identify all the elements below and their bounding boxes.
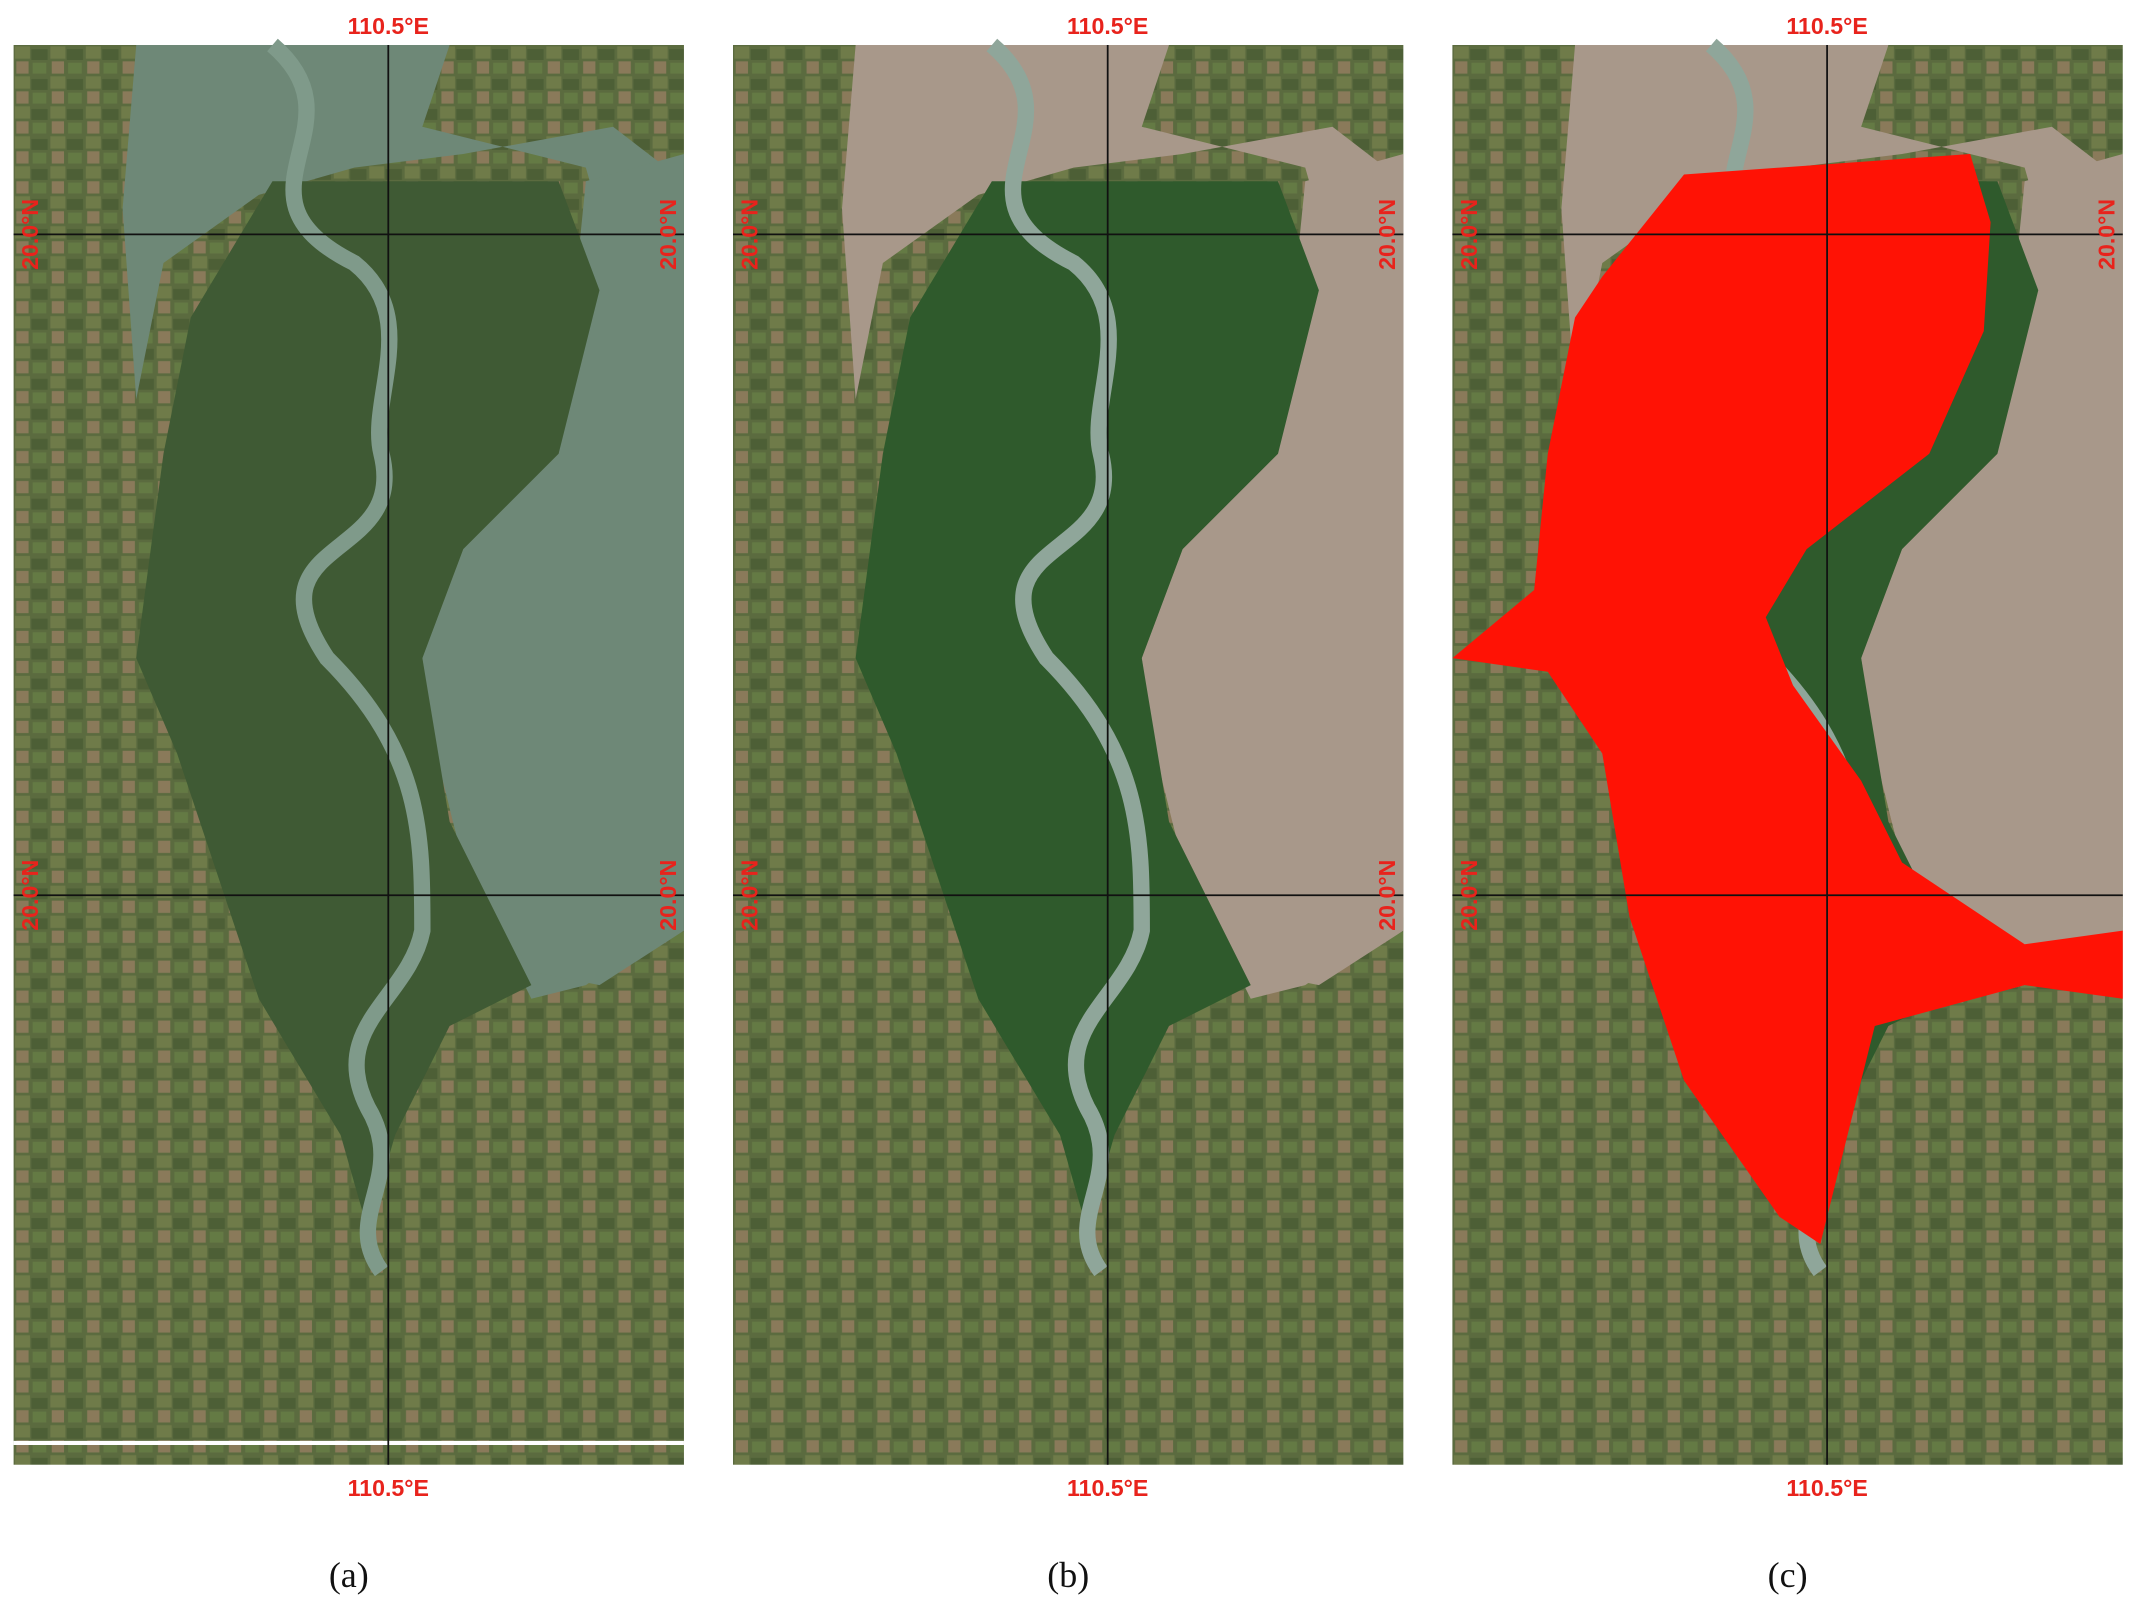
map-panel: 110.5°E 110.5°E 20.0°N 20.0°N 20.0°N 20.0°N	[13, 13, 684, 1501]
longitude-label: 110.5°E	[348, 13, 429, 39]
longitude-label: 110.5°E	[1786, 13, 1867, 39]
latitude-label: 20.0°N	[1456, 860, 1482, 931]
latitude-label: 20.0°N	[737, 860, 763, 931]
river-channel	[267, 38, 431, 1277]
latitude-label: 20.0°N	[655, 860, 681, 931]
latitude-label: 20.0°N	[1456, 199, 1482, 270]
longitude-label: 110.5°E	[348, 1475, 429, 1501]
map-panel: 110.5°E 110.5°E 20.0°N 20.0°N 20.0°N	[1452, 13, 2123, 1501]
latitude-label: 20.0°N	[2094, 199, 2120, 270]
latitude-label: 20.0°N	[17, 199, 43, 270]
map-panel: 110.5°E 110.5°E 20.0°N 20.0°N 20.0°N 20.0°N	[733, 13, 1404, 1501]
estuary	[1141, 154, 1404, 986]
latitude-label: 20.0°N	[737, 199, 763, 270]
panel-caption: (c)	[1768, 1555, 1808, 1595]
latitude-label: 20.0°N	[655, 199, 681, 270]
longitude-label: 110.5°E	[1786, 1475, 1867, 1501]
longitude-label: 110.5°E	[1067, 13, 1148, 39]
river-channel	[986, 38, 1150, 1277]
latitude-label: 20.0°N	[17, 860, 43, 931]
estuary	[1861, 154, 2123, 986]
latitude-label: 20.0°N	[1374, 199, 1400, 270]
longitude-label: 110.5°E	[1067, 1475, 1148, 1501]
panel-caption: (a)	[329, 1555, 369, 1595]
estuary	[422, 154, 684, 986]
panel-caption: (b)	[1047, 1555, 1089, 1595]
latitude-label: 20.0°N	[1374, 860, 1400, 931]
mangrove-extraction	[1452, 154, 2123, 1244]
